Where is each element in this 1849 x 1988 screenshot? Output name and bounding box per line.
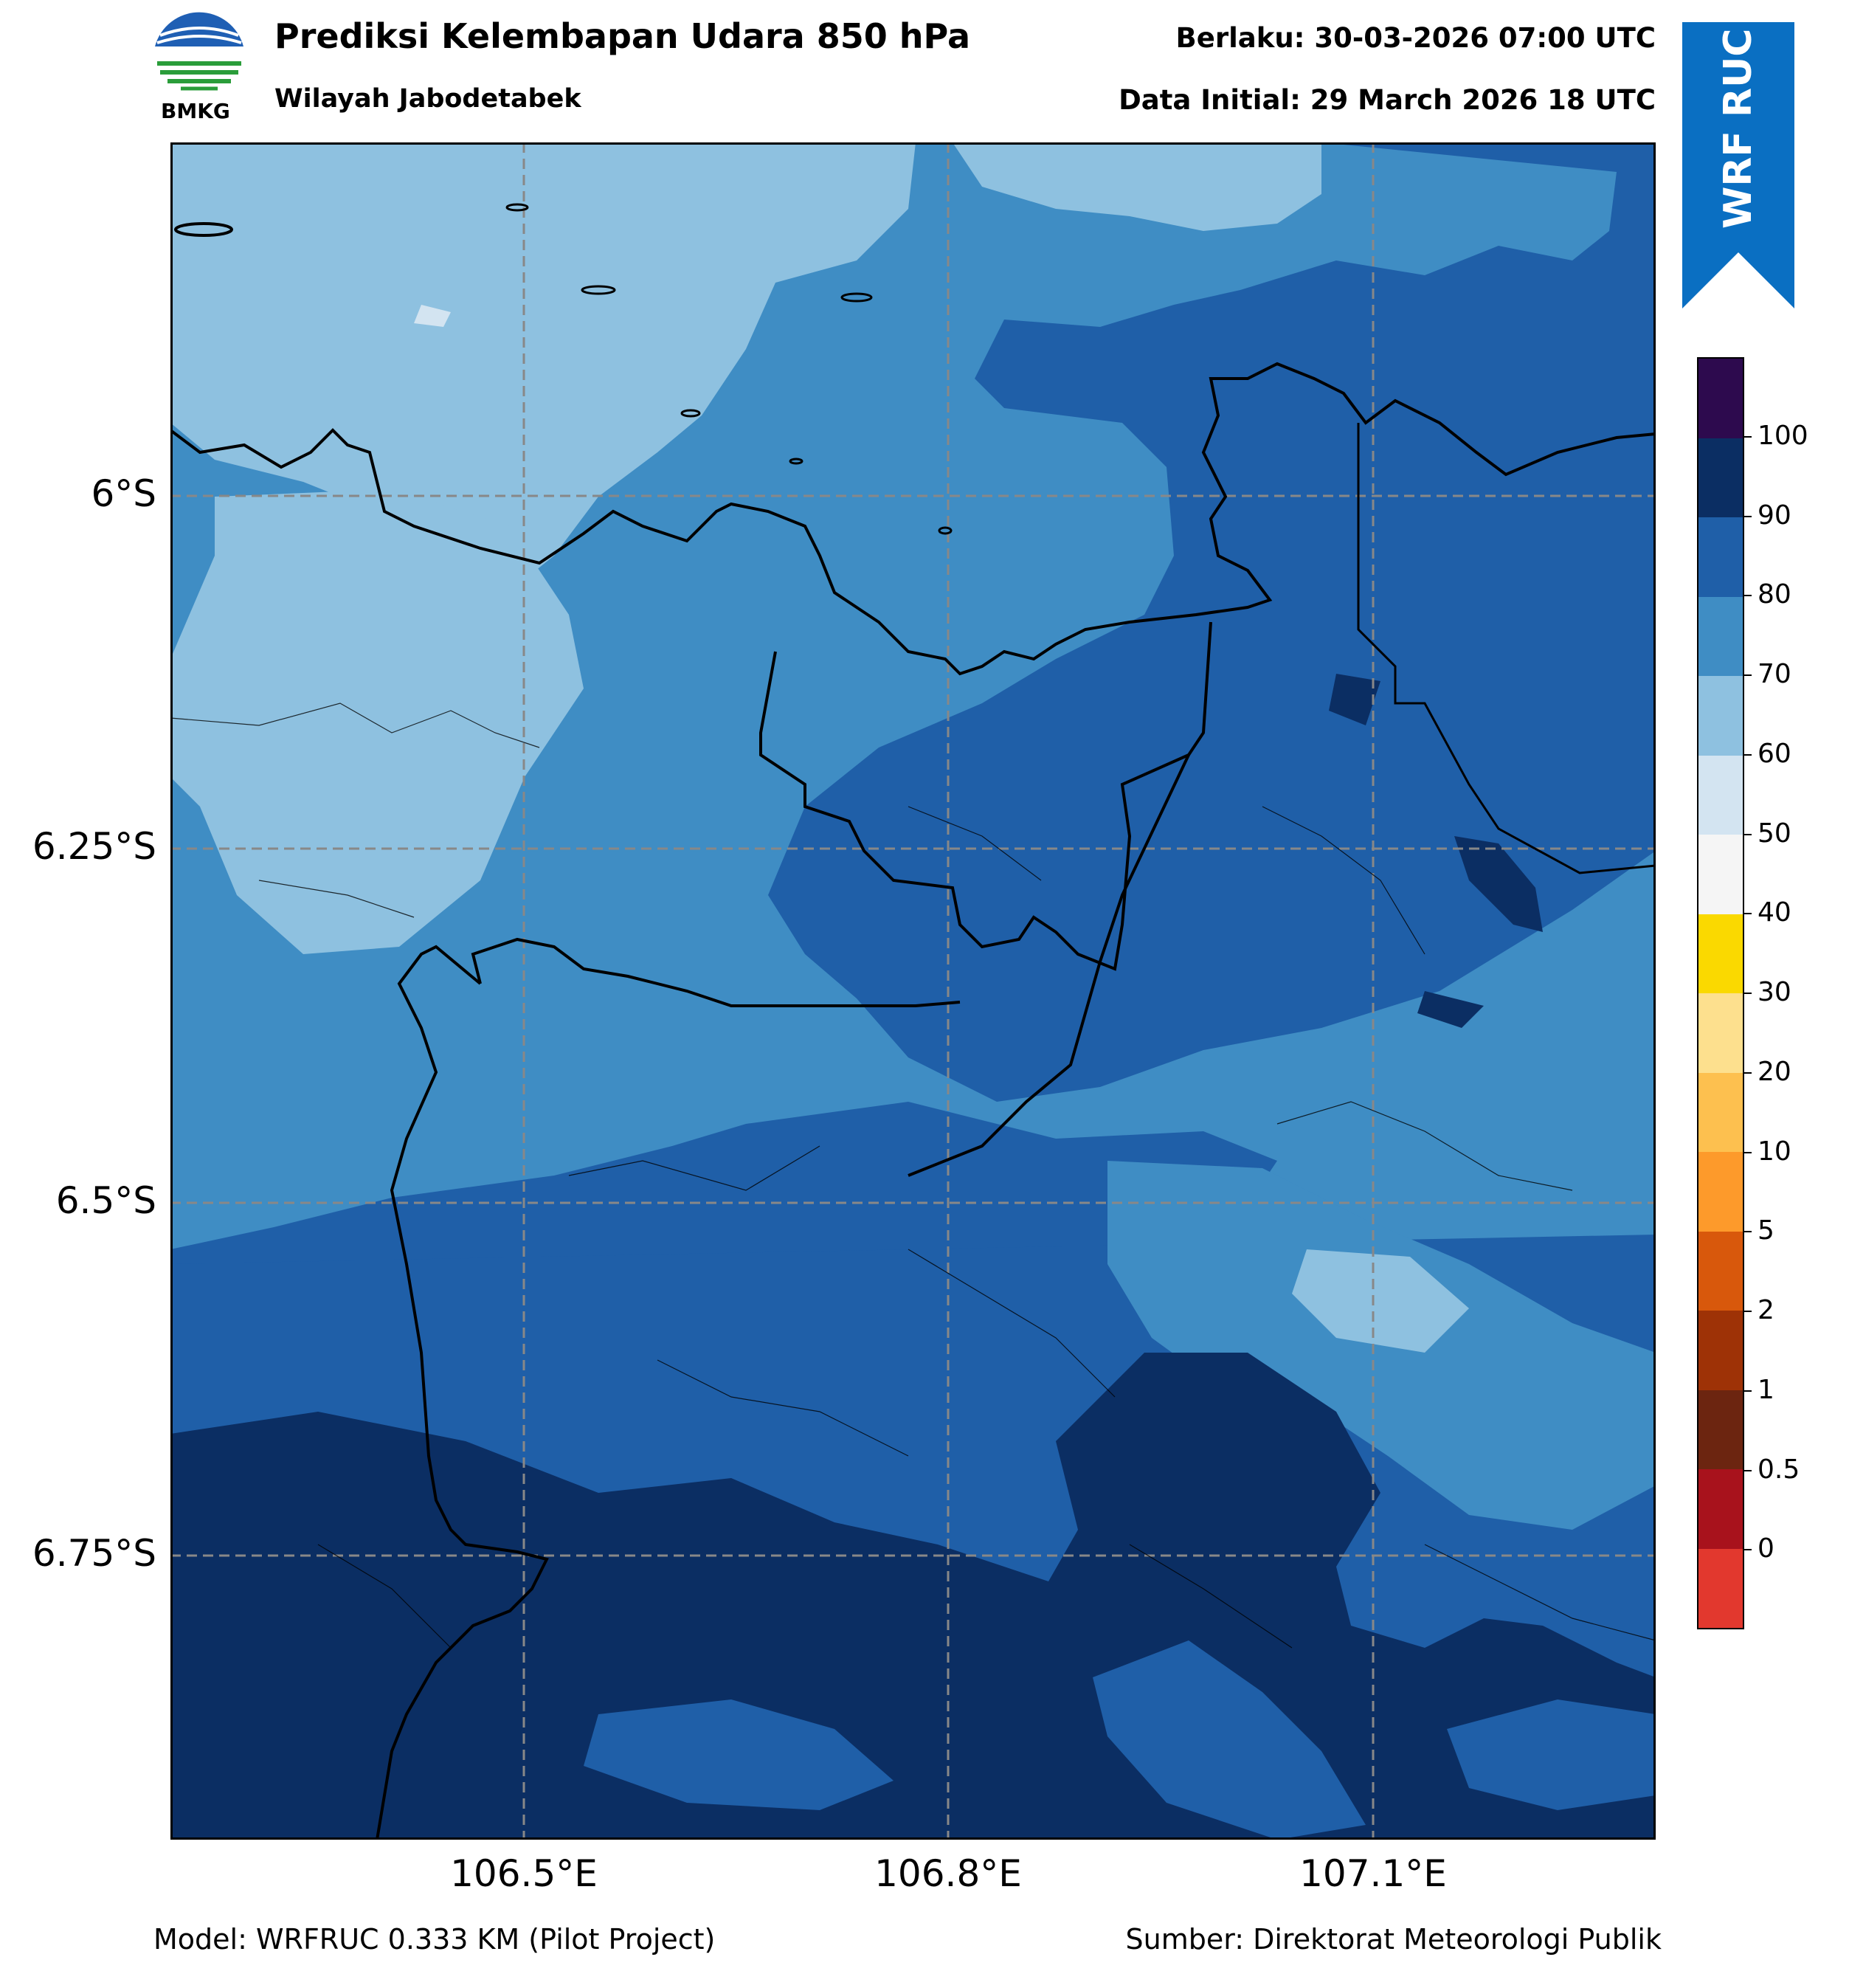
colorbar-label: 70 xyxy=(1758,659,1791,689)
colorbar-label: 80 xyxy=(1758,579,1791,610)
colorbar-segment xyxy=(1698,1548,1743,1628)
humidity-field xyxy=(170,142,1656,1840)
initial-time: Data Initial: 29 March 2026 18 UTC xyxy=(1119,84,1656,116)
colorbar-tick xyxy=(1744,1469,1752,1471)
colorbar-segment xyxy=(1698,835,1743,914)
colorbar-segment xyxy=(1698,438,1743,517)
colorbar-label: 100 xyxy=(1758,420,1808,451)
island xyxy=(505,203,529,212)
colorbar-label: 2 xyxy=(1758,1295,1774,1325)
wrf-ruc-badge: WRF RUC xyxy=(1682,22,1794,308)
lat-tick-label: 6.5°S xyxy=(55,1179,156,1222)
colorbar-segment xyxy=(1698,676,1743,756)
colorbar-segment xyxy=(1698,1311,1743,1390)
colorbar-segment xyxy=(1698,596,1743,676)
province-border xyxy=(1357,423,1656,874)
district-lines xyxy=(170,703,1656,1649)
valid-time: Berlaku: 30-03-2026 07:00 UTC xyxy=(1175,22,1656,54)
island xyxy=(581,285,616,295)
colorbar-segment xyxy=(1698,993,1743,1073)
colorbar-tick xyxy=(1744,993,1752,994)
colorbar-tick xyxy=(1744,753,1752,756)
colorbar-tick xyxy=(1744,435,1752,438)
island xyxy=(938,526,953,535)
map-subtitle: Wilayah Jabodetabek xyxy=(274,84,581,114)
colorbar-tick xyxy=(1744,1390,1752,1392)
colorbar-segment xyxy=(1698,1072,1743,1152)
bmkg-logo xyxy=(151,6,247,100)
map-title: Prediksi Kelembapan Udara 850 hPa xyxy=(274,16,971,56)
logo-text: BMKG xyxy=(161,99,230,123)
colorbar-tick xyxy=(1744,674,1752,676)
colorbar-tick xyxy=(1744,1311,1752,1312)
province-border xyxy=(759,621,1212,971)
colorbar-segment xyxy=(1698,755,1743,835)
colorbar-label: 40 xyxy=(1758,897,1791,928)
island xyxy=(174,222,233,237)
province-border xyxy=(376,945,549,1840)
lon-tick-label: 106.5°E xyxy=(450,1852,598,1895)
colorbar-segment xyxy=(1698,517,1743,597)
model-info: Model: WRFRUC 0.333 KM (Pilot Project) xyxy=(153,1923,716,1956)
island xyxy=(680,409,701,418)
lat-tick-label: 6°S xyxy=(91,472,156,515)
island xyxy=(840,292,873,303)
lon-tick-label: 106.8°E xyxy=(874,1852,1022,1895)
colorbar xyxy=(1697,357,1744,1629)
colorbar-segment xyxy=(1698,914,1743,993)
colorbar-label: 1 xyxy=(1758,1374,1774,1405)
colorbar-label: 5 xyxy=(1758,1215,1774,1246)
colorbar-tick xyxy=(1744,1549,1752,1551)
colorbar-label: 50 xyxy=(1758,818,1791,849)
lat-tick-label: 6.25°S xyxy=(32,825,156,868)
gridlines xyxy=(170,142,1656,1840)
colorbar-label: 30 xyxy=(1758,977,1791,1007)
lat-tick-label: 6.75°S xyxy=(32,1532,156,1575)
badge-label: WRF RUC xyxy=(1716,28,1760,229)
colorbar-segment xyxy=(1698,1152,1743,1232)
colorbar-tick xyxy=(1744,1151,1752,1153)
colorbar-tick xyxy=(1744,913,1752,915)
colorbar-label: 90 xyxy=(1758,500,1791,531)
colorbar-label: 10 xyxy=(1758,1136,1791,1167)
colorbar-tick xyxy=(1744,833,1752,835)
colorbar-label: 0.5 xyxy=(1758,1454,1800,1485)
colorbar-label: 0 xyxy=(1758,1533,1774,1564)
colorbar-segment xyxy=(1698,359,1743,438)
colorbar-tick xyxy=(1744,1231,1752,1233)
lon-tick-label: 107.1°E xyxy=(1299,1852,1447,1895)
colorbar-label: 60 xyxy=(1758,738,1791,769)
colorbar-label: 20 xyxy=(1758,1056,1791,1087)
colorbar-tick xyxy=(1744,595,1752,597)
island xyxy=(789,458,803,465)
map-frame-border xyxy=(170,142,1656,1840)
colorbar-tick xyxy=(1744,1071,1752,1074)
province-border xyxy=(908,754,1190,1177)
colorbar-segment xyxy=(1698,1231,1743,1311)
coastline xyxy=(170,362,1656,676)
province-border xyxy=(471,937,961,1007)
colorbar-segment xyxy=(1698,1390,1743,1469)
colorbar-tick xyxy=(1744,515,1752,517)
map-area xyxy=(170,142,1656,1840)
data-source: Sumber: Direktorat Meteorologi Publik xyxy=(1125,1923,1662,1956)
colorbar-segment xyxy=(1698,1469,1743,1549)
